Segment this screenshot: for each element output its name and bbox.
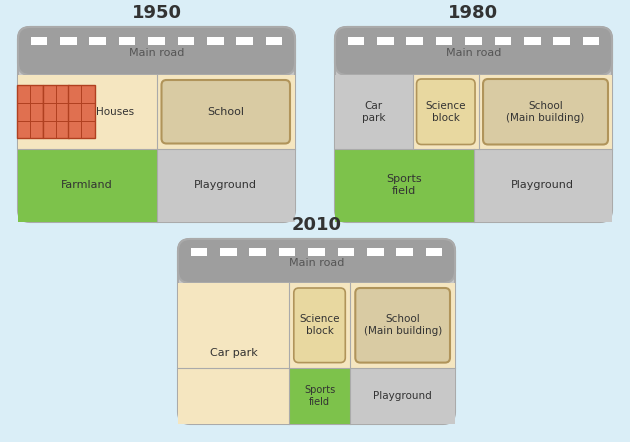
FancyBboxPatch shape xyxy=(335,27,612,222)
Bar xyxy=(377,37,394,45)
Bar xyxy=(178,37,194,45)
Text: 1980: 1980 xyxy=(449,4,498,22)
Bar xyxy=(348,37,364,45)
Text: Farmland: Farmland xyxy=(61,180,113,190)
Bar xyxy=(396,248,413,256)
Bar xyxy=(524,37,541,45)
FancyBboxPatch shape xyxy=(483,79,608,145)
Text: Houses: Houses xyxy=(96,107,134,117)
Bar xyxy=(495,37,511,45)
Bar xyxy=(178,368,289,424)
Bar xyxy=(60,37,77,45)
Text: Sports
field: Sports field xyxy=(304,385,335,407)
Bar xyxy=(367,248,384,256)
Text: School
(Main building): School (Main building) xyxy=(507,101,585,122)
Text: Science
block: Science block xyxy=(299,315,340,336)
Bar xyxy=(436,37,452,45)
FancyBboxPatch shape xyxy=(18,27,295,222)
Text: School
(Main building): School (Main building) xyxy=(364,315,442,336)
Bar xyxy=(335,75,413,149)
Bar xyxy=(156,149,295,222)
Text: 1950: 1950 xyxy=(132,4,181,22)
Bar xyxy=(553,37,570,45)
FancyBboxPatch shape xyxy=(416,79,475,145)
Text: Main road: Main road xyxy=(446,48,501,58)
Bar xyxy=(236,37,253,45)
FancyBboxPatch shape xyxy=(178,239,455,283)
Bar xyxy=(17,85,43,138)
Text: Playground: Playground xyxy=(373,391,432,401)
Bar xyxy=(249,248,266,256)
Text: Car park: Car park xyxy=(210,348,257,358)
FancyBboxPatch shape xyxy=(355,288,450,362)
Text: Science
block: Science block xyxy=(425,101,466,122)
Bar xyxy=(474,149,612,222)
Bar xyxy=(207,37,224,45)
Bar xyxy=(426,248,442,256)
Bar xyxy=(583,37,599,45)
Text: Playground: Playground xyxy=(512,180,575,190)
Bar xyxy=(119,37,135,45)
Bar xyxy=(43,85,69,138)
Bar xyxy=(148,37,165,45)
Bar xyxy=(18,75,156,149)
Bar xyxy=(279,248,295,256)
Bar xyxy=(18,149,156,222)
Bar xyxy=(308,248,325,256)
Bar xyxy=(178,283,455,424)
Text: Sports
field: Sports field xyxy=(386,175,422,196)
Bar xyxy=(156,75,295,149)
FancyBboxPatch shape xyxy=(161,80,290,144)
Bar xyxy=(465,37,482,45)
FancyBboxPatch shape xyxy=(335,27,612,75)
Text: Playground: Playground xyxy=(194,180,257,190)
FancyBboxPatch shape xyxy=(178,239,455,424)
Text: 2010: 2010 xyxy=(292,216,341,234)
Bar xyxy=(266,37,282,45)
Bar xyxy=(68,85,94,138)
Text: School: School xyxy=(207,107,244,117)
Bar xyxy=(31,37,47,45)
Bar xyxy=(338,248,354,256)
Text: Main road: Main road xyxy=(289,258,344,268)
Bar xyxy=(18,75,295,149)
Bar xyxy=(406,37,423,45)
Text: Main road: Main road xyxy=(129,48,184,58)
Text: Car
park: Car park xyxy=(362,101,386,122)
Bar xyxy=(191,248,207,256)
FancyBboxPatch shape xyxy=(294,288,345,362)
Bar xyxy=(335,149,474,222)
FancyBboxPatch shape xyxy=(18,27,295,75)
Bar xyxy=(335,75,612,149)
Bar xyxy=(289,368,350,424)
Bar xyxy=(89,37,106,45)
Bar xyxy=(220,248,237,256)
Bar xyxy=(350,368,455,424)
